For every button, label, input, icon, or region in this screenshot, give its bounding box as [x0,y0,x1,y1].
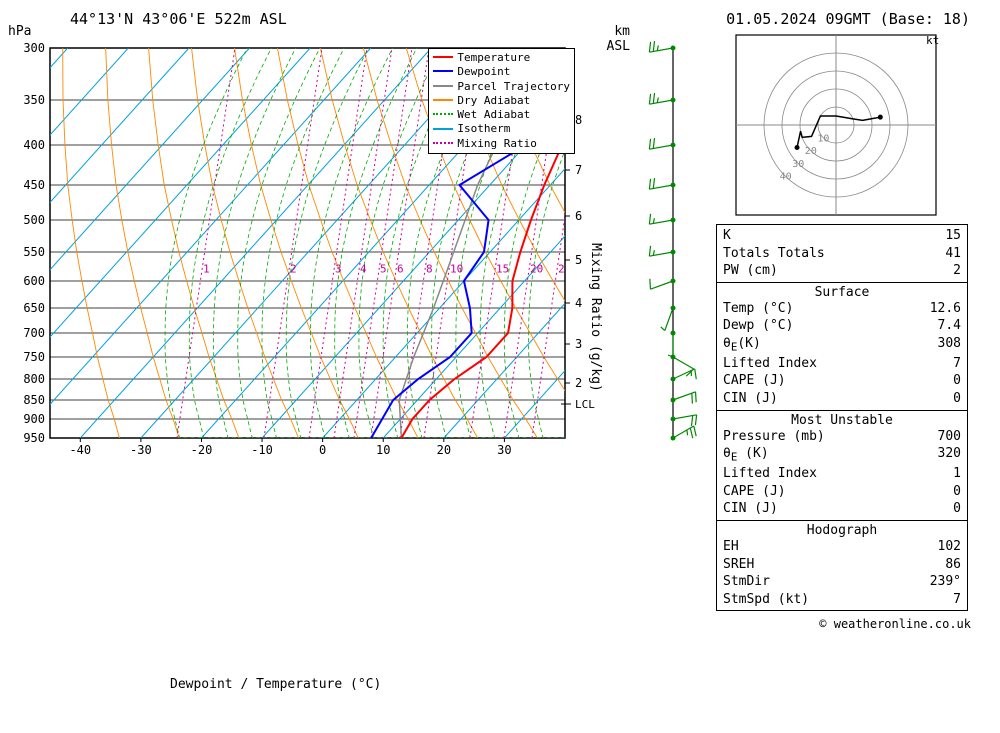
param-row: θE (K)320 [723,445,961,465]
svg-text:10: 10 [376,443,390,457]
legend-item: Dry Adiabat [433,94,570,108]
svg-text:8: 8 [575,113,582,127]
legend-item: Temperature [433,51,570,65]
svg-text:LCL: LCL [575,398,595,411]
svg-text:450: 450 [23,178,45,192]
param-row: Temp (°C)12.6 [723,300,961,318]
datetime-label: 01.05.2024 09GMT (Base: 18) [726,10,970,28]
legend-item: Parcel Trajectory [433,80,570,94]
hodograph-plot: kt 10203040 [716,30,956,220]
svg-text:400: 400 [23,138,45,152]
svg-text:1: 1 [203,263,210,276]
svg-text:900: 900 [23,412,45,426]
svg-text:4: 4 [575,296,582,310]
right-panel: kt 10203040 K15Totals Totals41PW (cm)2 Su… [716,30,981,690]
mu-title: Most Unstable [723,413,961,428]
surface-title: Surface [723,285,961,300]
param-row: PW (cm)2 [723,262,961,280]
svg-text:15: 15 [496,263,509,276]
svg-text:0: 0 [319,443,326,457]
svg-text:-30: -30 [130,443,152,457]
param-row: SREH86 [723,556,961,574]
svg-text:5: 5 [575,253,582,267]
param-row: θE(K)308 [723,335,961,355]
svg-text:-10: -10 [251,443,273,457]
svg-text:25: 25 [558,263,571,276]
svg-text:2: 2 [290,263,297,276]
svg-text:3: 3 [335,263,342,276]
skewt-diagram-container: 44°13'N 43°06'E 522m ASL 01.05.2024 09GM… [10,10,990,723]
credit-label: © weatheronline.co.uk [716,617,981,631]
param-row: Dewp (°C)7.4 [723,317,961,335]
legend: TemperatureDewpointParcel TrajectoryDry … [428,48,575,154]
svg-text:30: 30 [792,159,804,170]
svg-text:6: 6 [397,263,404,276]
svg-text:4: 4 [360,263,367,276]
svg-text:40: 40 [780,171,792,182]
legend-item: Wet Adiabat [433,108,570,122]
legend-item: Mixing Ratio [433,137,570,151]
param-row: StmDir239° [723,573,961,591]
altitude-axis-label: km ASL [607,24,630,54]
svg-text:10: 10 [817,134,829,145]
svg-text:20: 20 [437,443,451,457]
svg-text:300: 300 [23,41,45,55]
svg-text:850: 850 [23,393,45,407]
svg-text:8: 8 [426,263,433,276]
param-row: Lifted Index7 [723,355,961,373]
temp-axis-label: Dewpoint / Temperature (°C) [170,677,381,692]
param-row: EH102 [723,538,961,556]
svg-text:30: 30 [497,443,511,457]
svg-text:20: 20 [530,263,543,276]
svg-text:800: 800 [23,372,45,386]
param-row: CAPE (J)0 [723,372,961,390]
param-row: StmSpd (kt)7 [723,591,961,609]
svg-text:500: 500 [23,213,45,227]
param-row: Pressure (mb)700 [723,428,961,446]
svg-text:650: 650 [23,301,45,315]
svg-text:950: 950 [23,431,45,445]
svg-text:10: 10 [450,263,463,276]
svg-text:700: 700 [23,326,45,340]
location-label: 44°13'N 43°06'E 522m ASL [70,10,287,28]
svg-text:600: 600 [23,274,45,288]
legend-item: Isotherm [433,122,570,136]
skewt-plot: hPa km ASL 12345681015202530035040045050… [10,30,630,690]
param-row: Lifted Index1 [723,465,961,483]
pressure-axis-label: hPa [8,24,31,39]
param-row: CIN (J)0 [723,390,961,408]
svg-text:20: 20 [805,146,817,157]
wind-barbs-svg [638,30,708,680]
svg-text:5: 5 [380,263,387,276]
svg-text:6: 6 [575,209,582,223]
param-row: Totals Totals41 [723,245,961,263]
mixing-axis-label: Mixing Ratio (g/kg) [588,243,603,392]
svg-text:3: 3 [575,337,582,351]
svg-text:750: 750 [23,350,45,364]
hodo-title: Hodograph [723,523,961,538]
header: 44°13'N 43°06'E 522m ASL 01.05.2024 09GM… [10,10,990,28]
hodograph-svg: kt 10203040 [716,30,956,220]
legend-item: Dewpoint [433,65,570,79]
svg-text:350: 350 [23,93,45,107]
svg-text:2: 2 [575,376,582,390]
param-row: CIN (J)0 [723,500,961,518]
svg-text:-20: -20 [191,443,213,457]
svg-text:7: 7 [575,163,582,177]
param-row: CAPE (J)0 [723,483,961,501]
svg-text:550: 550 [23,245,45,259]
param-row: K15 [723,227,961,245]
wind-barbs-column [638,30,708,690]
parameters-table: K15Totals Totals41PW (cm)2 Surface Temp … [716,224,968,611]
svg-text:-40: -40 [69,443,91,457]
svg-text:kt: kt [926,34,939,47]
